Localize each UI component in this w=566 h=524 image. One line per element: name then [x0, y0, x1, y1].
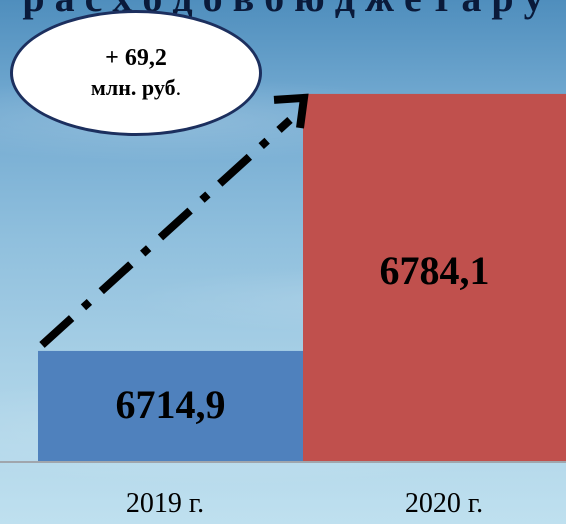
bar-1: [38, 350, 303, 462]
bar-value-label-2: 6784,1: [380, 248, 490, 293]
change-value: + 69,2: [105, 45, 167, 71]
bars-layer: [38, 93, 566, 463]
bar-value-label-1: 6714,9: [116, 382, 226, 427]
growth-arrow-head: [273, 93, 309, 129]
labels-layer: 6714,9 2019 г. 6784,1 2020 г.: [116, 248, 490, 519]
change-unit: млн. руб.: [91, 73, 181, 103]
x-tick-label-1: 2019 г.: [126, 488, 204, 519]
bar-2: [303, 93, 566, 463]
x-tick-label-2: 2020 г.: [405, 488, 483, 519]
growth-arrow: [39, 93, 309, 348]
change-unit-suffix: .: [175, 75, 182, 100]
growth-arrow-line: [39, 116, 293, 348]
change-unit-text: млн. руб: [90, 75, 176, 100]
change-callout: + 69,2 млн. руб.: [10, 10, 262, 136]
